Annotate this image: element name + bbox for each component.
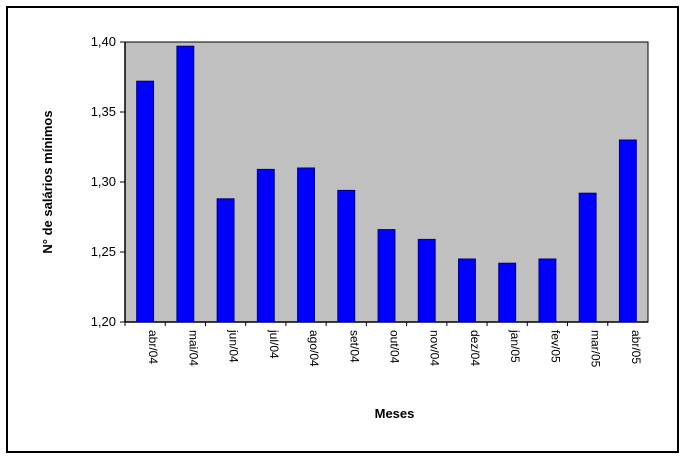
x-tick-label: jan/05 (508, 329, 522, 363)
bar-set-04 (337, 189, 356, 323)
bar-jul-04 (256, 168, 275, 323)
x-tick-label: abr/05 (629, 330, 643, 364)
y-axis-title: N° de salários mínimos (40, 110, 55, 253)
bar-jun-04 (216, 198, 235, 323)
y-tick-label: 1,35 (91, 104, 116, 119)
y-tick-label: 1,25 (91, 244, 116, 259)
x-tick-label: jul/04 (267, 329, 281, 359)
bar-out-04 (377, 229, 396, 323)
chart-frame: 1,20 1,25 1,30 1,35 1,40 abr/04 mai/04 jun/04 j… (6, 6, 679, 453)
y-tick-label: 1,20 (91, 314, 116, 329)
bar-dez-04 (458, 258, 476, 323)
bar-jan-05 (498, 262, 517, 323)
bar-ago-04 (297, 167, 315, 323)
y-tick-label: 1,30 (91, 174, 116, 189)
bar-mai-04 (176, 45, 195, 323)
x-tick-label: ago/04 (307, 330, 321, 367)
x-tick-label: dez/04 (468, 330, 482, 366)
x-tick-label: out/04 (388, 330, 402, 364)
x-tick-labels: abr/04 mai/04 jun/04 jul/04 ago/04 set/04 out/… (146, 329, 643, 368)
x-tick-label: abr/04 (146, 330, 160, 364)
x-tick-label: set/04 (347, 330, 361, 363)
x-tick-label: mai/04 (186, 330, 200, 366)
y-tick-label: 1,40 (91, 34, 116, 49)
y-axis (120, 41, 126, 323)
x-tick-label: jun/04 (227, 329, 241, 363)
x-axis-title: Meses (375, 406, 415, 421)
bar-abr-04 (136, 80, 155, 323)
bar-abr-05 (618, 139, 637, 323)
x-tick-label: nov/04 (428, 330, 442, 366)
bar-fev-05 (538, 258, 557, 323)
bar-mar-05 (578, 192, 597, 323)
y-tick-labels: 1,20 1,25 1,30 1,35 1,40 (91, 34, 116, 329)
x-tick-label: fev/05 (548, 330, 562, 363)
bars (136, 45, 637, 323)
bar-chart: 1,20 1,25 1,30 1,35 1,40 abr/04 mai/04 jun/04 j… (40, 34, 649, 421)
bar-nov-04 (417, 238, 436, 323)
x-axis (124, 321, 648, 326)
x-tick-label: mar/05 (589, 330, 603, 368)
